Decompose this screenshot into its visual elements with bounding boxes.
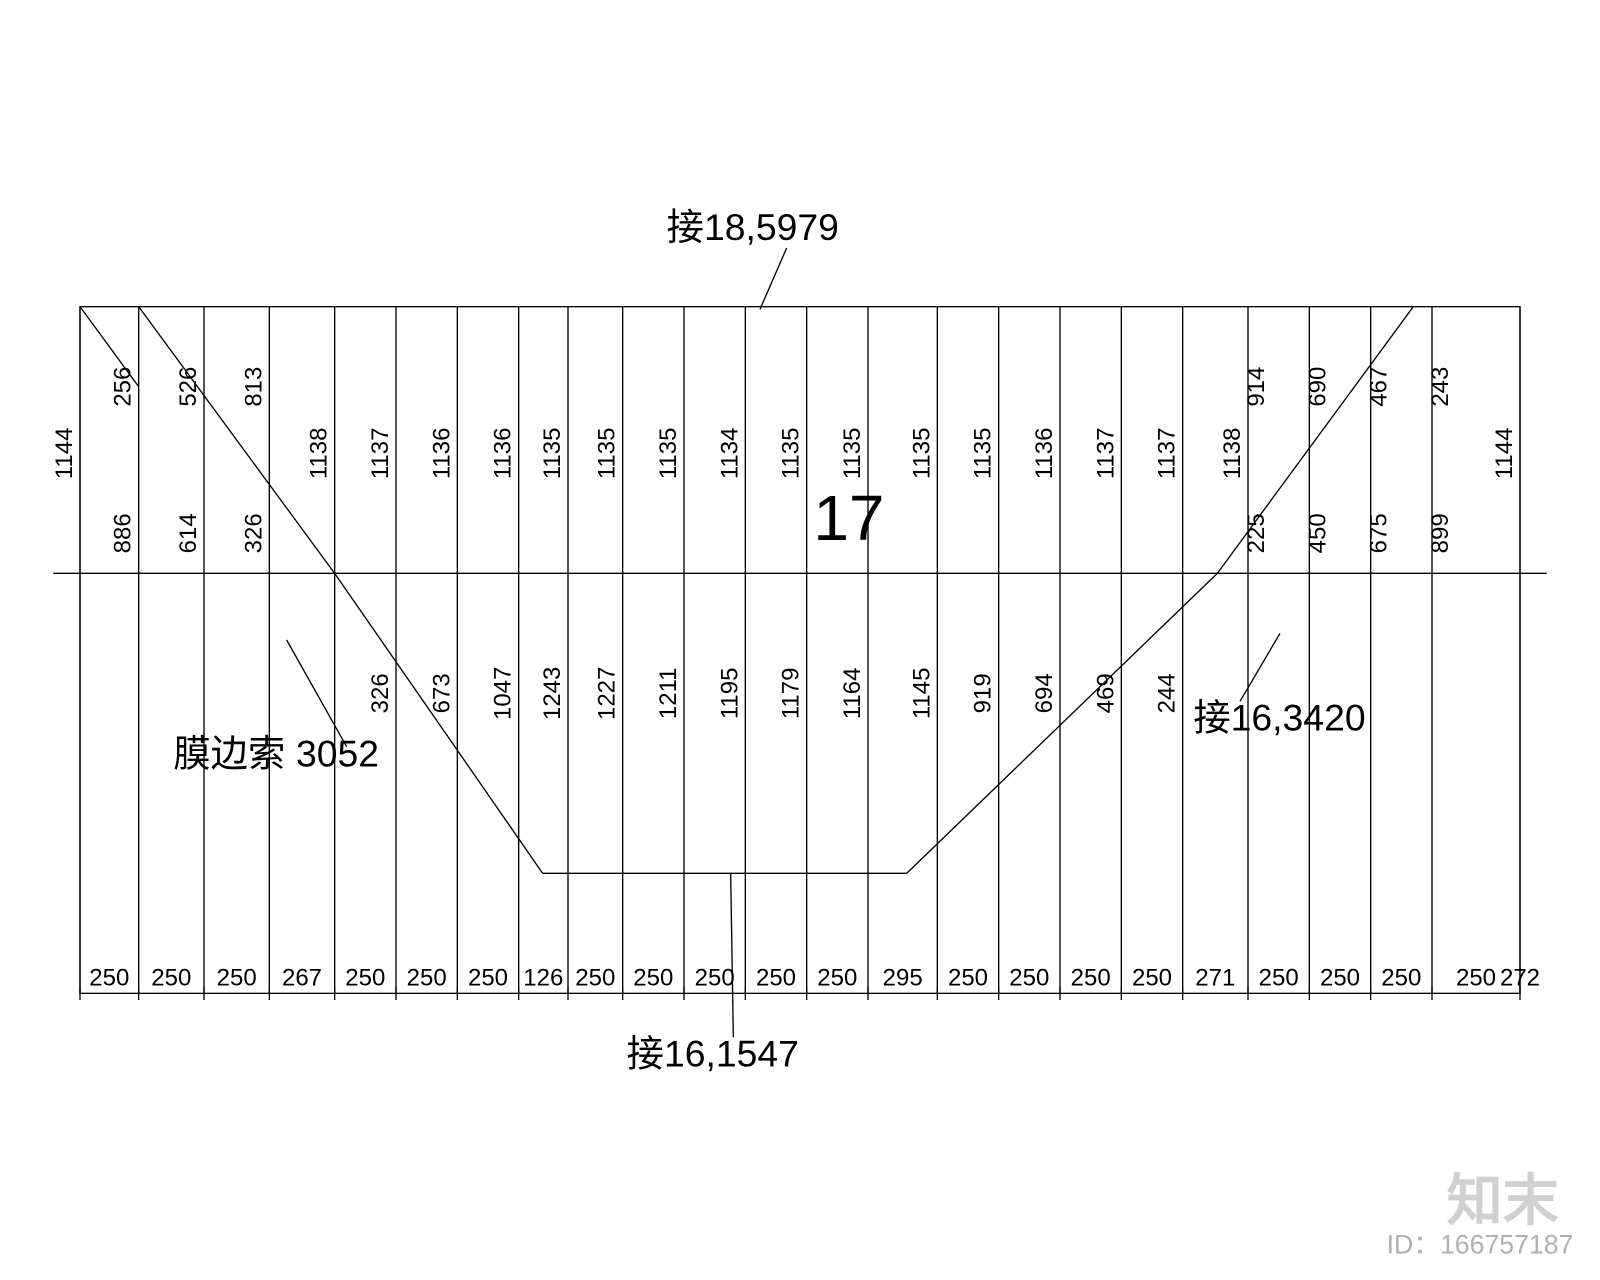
upper-dim: 450 (1304, 513, 1331, 553)
bottom-dim: 250 (1132, 964, 1172, 991)
upper-dim: 1136 (490, 428, 517, 480)
upper-dim: 1136 (428, 428, 455, 480)
upper-dim: 1138 (306, 428, 333, 480)
upper-dim: 1135 (594, 428, 621, 480)
upper-dim: 1137 (367, 428, 394, 480)
lower-dim: 1145 (908, 668, 935, 720)
lower-dim: 469 (1092, 673, 1119, 713)
bottom-dim: 250 (1259, 964, 1299, 991)
bottom-dim: 250 (217, 964, 257, 991)
upper-dim: 1144 (51, 428, 78, 480)
bottom-dim: 250 (817, 964, 857, 991)
bottom-dim: 250 (1071, 964, 1111, 991)
panel-outline (80, 307, 1520, 994)
bottom-dimensions: 2502502502672502502501262502502502502502… (80, 964, 1540, 1000)
lower-dim: 1195 (716, 668, 743, 720)
upper-dim: 1135 (970, 428, 997, 480)
bottom-dim: 250 (345, 964, 385, 991)
lower-dimensions: 326 673 1047 1243 1227 1211 1195 1179 1164 1145 91… (367, 667, 1181, 720)
upper-dim: 256 (110, 367, 137, 407)
upper-dim: 326 (240, 513, 267, 553)
vertical-gridlines (80, 307, 1520, 994)
upper-dim: 1135 (778, 428, 805, 480)
cad-panel-diagram: 2502502502672502502501262502502502502502… (0, 0, 1600, 1280)
upper-dim: 1136 (1031, 428, 1058, 480)
upper-dim: 1135 (655, 428, 682, 480)
upper-dim: 690 (1304, 367, 1331, 407)
upper-dim: 1137 (1092, 428, 1119, 480)
bottom-dim: 250 (89, 964, 129, 991)
label-left: 膜边索 (173, 733, 285, 775)
upper-dim: 899 (1427, 513, 1454, 553)
upper-dim: 225 (1243, 513, 1270, 553)
upper-dim: 1134 (716, 428, 743, 480)
upper-dim: 813 (240, 367, 267, 407)
bottom-dim: 250 (575, 964, 615, 991)
bottom-dim: 250 (633, 964, 673, 991)
fold-lines (139, 307, 1414, 874)
bottom-dim: 250 (1456, 964, 1496, 991)
upper-dim: 1135 (539, 428, 566, 480)
lower-dim: 1164 (839, 668, 866, 720)
svg-text:272: 272 (1500, 964, 1540, 991)
lower-dim: 326 (367, 673, 394, 713)
upper-dim: 1138 (1219, 428, 1246, 480)
upper-dimensions: 1144 256 886 526 614 813 326 1138 1137 1136 1136 11… (51, 367, 1518, 554)
upper-dim: 1137 (1154, 428, 1181, 480)
bottom-dim: 271 (1195, 964, 1235, 991)
upper-dim: 914 (1243, 367, 1270, 407)
upper-dim: 1135 (908, 428, 935, 480)
lower-dim: 919 (970, 673, 997, 713)
panel-number: 17 (813, 482, 884, 554)
lower-dim: 1243 (539, 667, 566, 720)
lower-dim: 244 (1154, 673, 1181, 713)
upper-dim: 1144 (1491, 428, 1518, 480)
lower-dim: 1227 (594, 667, 621, 720)
bottom-dim: 295 (883, 964, 923, 991)
bottom-dim: 250 (1320, 964, 1360, 991)
upper-dim: 614 (175, 513, 202, 553)
bottom-dim: 250 (407, 964, 447, 991)
watermark-id: ID：166757187 (1387, 1229, 1574, 1259)
watermark-logo: 知末 (1447, 1169, 1559, 1232)
bottom-dim: 250 (1381, 964, 1421, 991)
label-top: 接18,5979 (667, 206, 839, 248)
upper-dim: 243 (1427, 367, 1454, 407)
bottom-dim: 126 (523, 964, 563, 991)
lower-dim: 673 (428, 673, 455, 713)
bottom-dim: 267 (282, 964, 322, 991)
upper-dim: 886 (110, 513, 137, 553)
label-left-value: 3052 (296, 733, 379, 775)
upper-dim: 467 (1366, 367, 1393, 407)
callouts: 接18,5979 膜边索 3052 接16,3420 接16,1547 (173, 206, 1365, 1075)
upper-dim: 1135 (839, 428, 866, 480)
upper-dim: 675 (1366, 513, 1393, 553)
bottom-dim: 250 (695, 964, 735, 991)
bottom-dim: 250 (151, 964, 191, 991)
bottom-dim: 250 (1009, 964, 1049, 991)
lower-dim: 1047 (490, 667, 517, 720)
lower-dim: 1179 (778, 668, 805, 720)
lower-dim: 694 (1031, 673, 1058, 713)
bottom-dim: 250 (948, 964, 988, 991)
upper-dim: 526 (175, 367, 202, 407)
lower-dim: 1211 (655, 668, 682, 720)
label-right: 接16,3420 (1193, 697, 1365, 739)
label-bottom: 接16,1547 (627, 1033, 799, 1075)
bottom-dim: 250 (756, 964, 796, 991)
bottom-dim: 250 (468, 964, 508, 991)
